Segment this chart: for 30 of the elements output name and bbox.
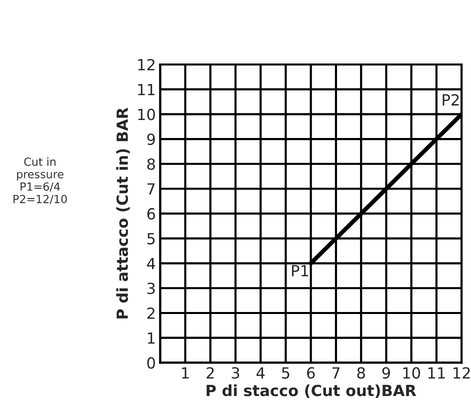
y-tick-label: 1 [148,332,155,344]
y-tick-label: 12 [138,58,154,70]
x-tick-label: 6 [307,367,315,379]
x-tick-label: 1 [182,367,189,378]
x-tick-label: 3 [232,367,240,379]
x-axis-title: P di stacco (Cut out)BAR [206,384,416,398]
y-tick-label: 7 [148,183,155,195]
y-tick-label: 5 [147,233,155,244]
y-tick-label: 11 [138,84,155,96]
x-tick-label: 10 [403,367,420,379]
y-tick-label: 4 [147,258,156,270]
text: Cut in pressure P1=6/4 P2=12/10 [14,157,67,204]
y-tick-label: 2 [147,307,154,319]
x-tick-label: 7 [332,367,340,378]
y-tick-label: 9 [147,134,155,146]
x-tick-label: 2 [206,367,214,378]
y-tick-label: 3 [147,282,155,294]
y-tick-label: 0 [147,357,155,369]
y-tick-label: 10 [138,108,155,120]
y-tick-label: 8 [147,158,155,170]
x-tick-label: 8 [357,367,365,379]
x-tick-label: 4 [256,367,265,378]
x-tick-label: 11 [428,367,445,378]
y-tick-label: 6 [147,208,156,220]
x-tick-label: 9 [382,367,390,379]
annotation: P1 [292,265,308,276]
y-axis-title: P di attacco (Cut in) BAR [116,108,130,318]
x-tick-label: 12 [454,367,470,378]
annotation: P2 [442,94,459,106]
x-tick-label: 5 [282,367,290,379]
